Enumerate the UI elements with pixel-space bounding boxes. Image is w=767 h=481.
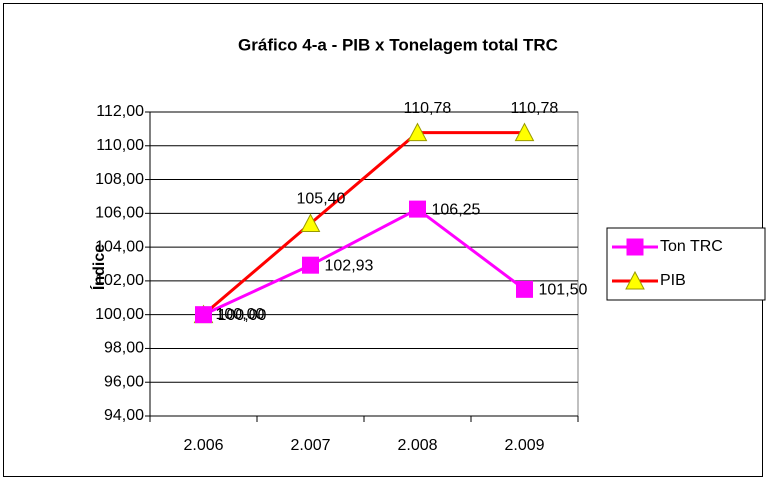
data-point	[516, 280, 533, 298]
data-point	[302, 256, 319, 274]
x-tick-label: 2.009	[504, 437, 544, 454]
series-line	[202, 131, 525, 316]
data-label: 110,78	[404, 100, 452, 117]
data-label: 110,78	[511, 100, 559, 117]
y-tick-label: 102,00	[95, 272, 144, 289]
y-tick-label: 100,00	[95, 306, 144, 323]
y-tick-label: 112,00	[96, 103, 144, 120]
x-tick-label: 2.006	[183, 437, 223, 454]
y-tick-label: 96,00	[104, 373, 144, 390]
y-tick-label: 110,00	[96, 137, 144, 154]
y-tick-label: 94,00	[104, 407, 144, 424]
legend-label: PIB	[660, 272, 686, 289]
data-label: 100,00	[218, 307, 267, 324]
data-point	[514, 122, 535, 142]
data-point	[409, 200, 426, 218]
data-label: 102,93	[325, 257, 374, 274]
y-axis-label: Índice	[89, 244, 108, 290]
x-tick-label: 2.008	[397, 437, 437, 454]
data-label: 100,00	[216, 306, 265, 323]
y-tick-label: 104,00	[95, 238, 144, 255]
data-point	[300, 213, 321, 232]
data-label: 106,25	[432, 201, 481, 218]
data-point	[195, 306, 212, 324]
y-tick-label: 98,00	[104, 340, 144, 357]
y-tick-label: 106,00	[95, 205, 144, 222]
plot-area	[149, 111, 579, 417]
legend-marker	[625, 270, 645, 290]
data-label: 105,40	[297, 191, 346, 208]
y-tick-label: 108,00	[95, 171, 144, 188]
series-line	[202, 207, 526, 317]
data-point	[407, 122, 428, 142]
data-label: 101,50	[539, 282, 588, 299]
x-tick-label: 2.007	[290, 437, 330, 454]
legend-marker	[626, 238, 644, 256]
chart-title: Gráfico 4-a - PIB x Tonelagem total TRC	[238, 35, 558, 54]
legend-label: Ton TRC	[660, 238, 723, 255]
